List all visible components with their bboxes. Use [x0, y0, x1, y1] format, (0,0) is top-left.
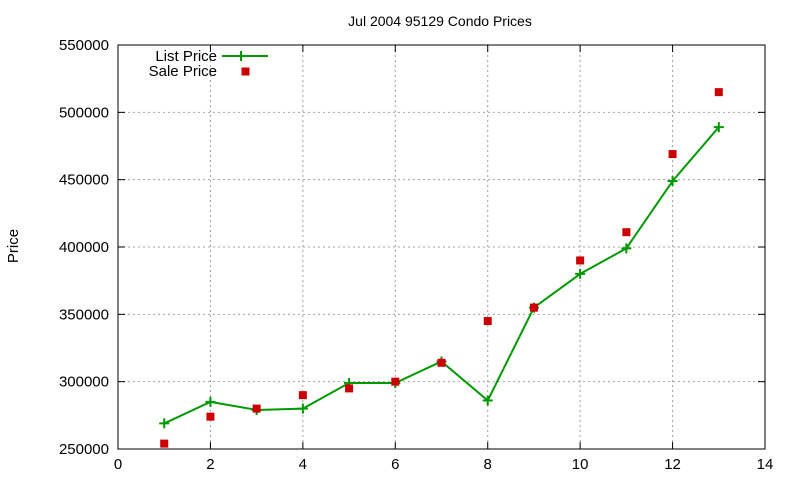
- sale-price-point: [622, 228, 631, 237]
- series-layer: [159, 88, 724, 448]
- list-price-point: [575, 268, 586, 279]
- legend-marker-list-price: [236, 51, 246, 61]
- sale-price-point: [298, 391, 307, 400]
- list-price-point: [205, 396, 216, 407]
- grid: [118, 45, 765, 449]
- sale-price-point: [391, 377, 400, 386]
- legend: List Price Sale Price: [149, 48, 268, 80]
- sale-price-point: [529, 303, 538, 312]
- y-tick-label: 400000: [59, 239, 109, 256]
- x-tick-label: 6: [391, 456, 399, 473]
- legend-label-list-price: List Price: [155, 48, 217, 65]
- x-tick-label: 12: [664, 456, 681, 473]
- sale-price-point: [206, 412, 215, 421]
- series-1: [160, 88, 723, 448]
- axes: 0 2 4 6 8 10 12 14 250000 300000 350000 400000 45000…: [59, 37, 773, 473]
- legend-label-sale-price: Sale Price: [149, 63, 217, 80]
- plot-frame: [117, 44, 766, 450]
- list-price-line: [163, 126, 720, 425]
- sale-price-point: [714, 88, 723, 97]
- list-price-point: [482, 395, 493, 406]
- y-tick-label: 250000: [59, 441, 109, 458]
- list-price-point: [621, 243, 632, 254]
- sale-price-point: [160, 439, 169, 448]
- list-price-point: [667, 176, 678, 187]
- legend-marker-sale-price: [241, 67, 250, 76]
- series-0: [159, 122, 724, 429]
- y-tick-label: 550000: [59, 37, 109, 54]
- sale-price-point: [252, 404, 261, 413]
- chart-title: Jul 2004 95129 Condo Prices: [348, 13, 532, 29]
- y-tick-label: 300000: [59, 374, 109, 391]
- list-price-point: [713, 122, 724, 133]
- list-price-point: [159, 418, 170, 429]
- x-tick-label: 4: [299, 456, 307, 473]
- y-tick-label: 450000: [59, 172, 109, 189]
- x-tick-label: 8: [484, 456, 492, 473]
- sale-price-point: [576, 256, 585, 265]
- y-tick-label: 350000: [59, 306, 109, 323]
- sale-price-point: [483, 317, 492, 326]
- x-tick-label: 10: [572, 456, 589, 473]
- sale-price-point: [668, 150, 677, 159]
- list-price-point: [297, 403, 308, 414]
- x-tick-label: 14: [757, 456, 774, 473]
- y-axis-label: Price: [5, 229, 22, 263]
- x-tick-label: 0: [114, 456, 122, 473]
- y-tick-label: 500000: [59, 104, 109, 121]
- x-tick-label: 2: [206, 456, 214, 473]
- sale-price-point: [345, 384, 354, 393]
- sale-price-point: [437, 358, 446, 367]
